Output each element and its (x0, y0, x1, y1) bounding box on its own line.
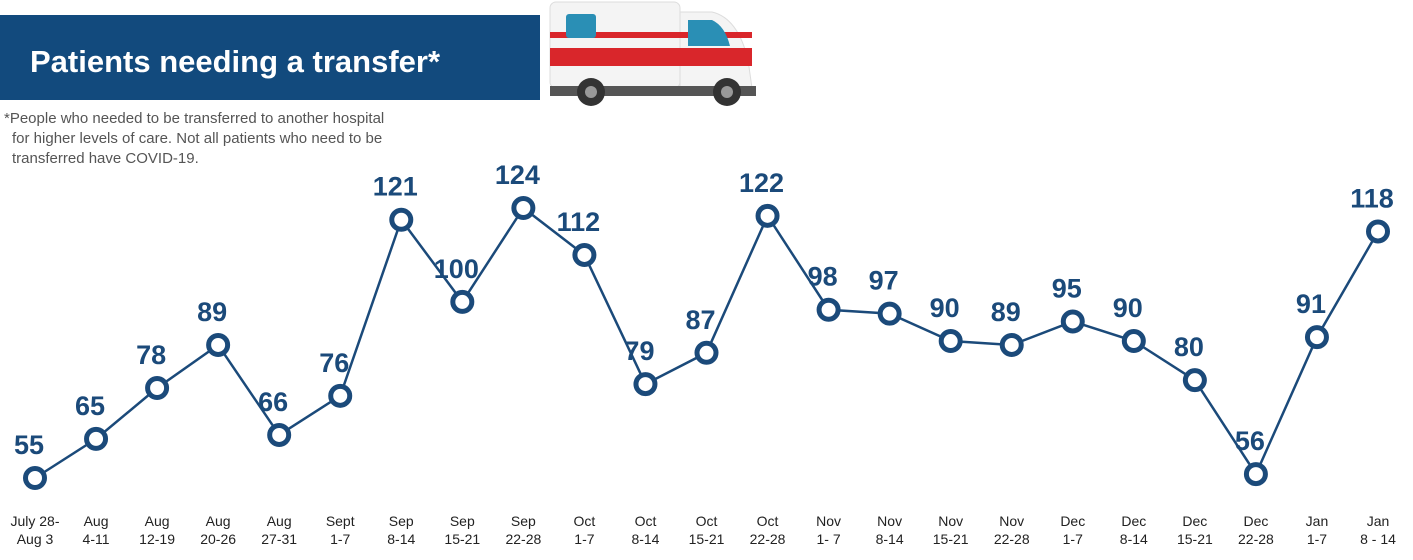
x-tick-label: 12-19 (139, 531, 175, 547)
x-tick-label: 22-28 (1238, 531, 1274, 547)
x-tick-label: Dec (1243, 513, 1268, 529)
x-tick-label: Nov (999, 513, 1024, 529)
data-label: 112 (557, 207, 601, 237)
data-point (1185, 371, 1204, 390)
x-tick-label: Nov (816, 513, 841, 529)
x-tick-label: 8-14 (1120, 531, 1148, 547)
x-tick-label: 22-28 (750, 531, 786, 547)
x-tick-label: 1-7 (330, 531, 350, 547)
data-label: 122 (739, 168, 784, 198)
x-tick-label: 20-26 (200, 531, 236, 547)
x-tick-label: 8-14 (631, 531, 659, 547)
data-label: 89 (197, 297, 227, 327)
chart: Patients needing a transfer* *People who… (0, 0, 1413, 560)
x-tick-label: Sep (511, 513, 536, 529)
x-tick-label: Nov (938, 513, 963, 529)
x-tick-label: Dec (1060, 513, 1085, 529)
x-tick-label: July 28- (10, 513, 59, 529)
subtitle-line: for higher levels of care. Not all patie… (12, 130, 382, 147)
data-point (1124, 332, 1143, 351)
x-tick-label: Oct (757, 513, 779, 529)
data-label: 100 (434, 254, 479, 284)
data-label: 80 (1174, 332, 1204, 362)
data-point (392, 210, 411, 229)
x-tick-label: 15-21 (689, 531, 725, 547)
data-label: 89 (991, 297, 1021, 327)
x-tick-label: Jan (1306, 513, 1329, 529)
data-point (636, 375, 655, 394)
x-tick-label: Oct (635, 513, 657, 529)
subtitle-line: *People who needed to be transferred to … (4, 110, 384, 127)
data-point (331, 386, 350, 405)
chart-title: Patients needing a transfer* (30, 44, 441, 79)
x-tick-label: Aug (145, 513, 170, 529)
x-tick-label: Oct (574, 513, 596, 529)
x-tick-label: 4-11 (83, 531, 110, 547)
data-point (1063, 312, 1082, 331)
x-tick-label: Aug (267, 513, 292, 529)
x-tick-label: Sep (450, 513, 475, 529)
data-label: 95 (1052, 273, 1082, 303)
data-label: 118 (1350, 183, 1394, 213)
x-tick-label: 15-21 (933, 531, 969, 547)
data-label: 66 (258, 387, 288, 417)
data-point (1307, 328, 1326, 347)
data-point (941, 332, 960, 351)
data-label: 90 (930, 293, 960, 323)
data-label: 76 (319, 348, 349, 378)
data-point (1369, 222, 1388, 241)
data-label: 90 (1113, 293, 1143, 323)
x-tick-label: 1- 7 (817, 531, 841, 547)
x-tick-label: 1-7 (1307, 531, 1327, 547)
data-label: 121 (373, 172, 418, 202)
data-point (1246, 465, 1265, 484)
x-tick-label: Oct (696, 513, 718, 529)
data-point (575, 245, 594, 264)
x-tick-label: Sep (389, 513, 414, 529)
x-tick-label: Jan (1367, 513, 1390, 529)
data-label: 78 (136, 340, 166, 370)
subtitle-line: transferred have COVID-19. (12, 150, 199, 167)
subtitle: *People who needed to be transferred to … (4, 110, 384, 167)
x-tick-label: 1-7 (1063, 531, 1083, 547)
data-point (148, 379, 167, 398)
x-tick-label: Aug 3 (17, 531, 54, 547)
data-point (453, 292, 472, 311)
data-point (26, 469, 45, 488)
data-point (697, 343, 716, 362)
x-tick-label: 22-28 (505, 531, 541, 547)
x-tick-label: 27-31 (261, 531, 297, 547)
data-label: 87 (685, 305, 715, 335)
data-label: 65 (75, 391, 105, 421)
x-tick-label: 15-21 (1177, 531, 1213, 547)
ambulance-icon (550, 2, 756, 106)
x-tick-label: Dec (1182, 513, 1207, 529)
data-point (1002, 335, 1021, 354)
data-point (819, 300, 838, 319)
data-point (270, 425, 289, 444)
data-label: 98 (808, 262, 838, 292)
data-label: 79 (624, 336, 654, 366)
data-label: 56 (1235, 426, 1265, 456)
data-label: 55 (14, 430, 44, 460)
x-tick-label: 22-28 (994, 531, 1030, 547)
x-tick-label: 8-14 (876, 531, 904, 547)
x-tick-label: Nov (877, 513, 902, 529)
data-label: 124 (495, 160, 540, 190)
x-tick-label: 8-14 (387, 531, 415, 547)
x-tick-label: Dec (1121, 513, 1146, 529)
data-label: 91 (1296, 289, 1326, 319)
data-point (758, 206, 777, 225)
data-point (87, 429, 106, 448)
data-point (209, 335, 228, 354)
x-tick-label: Aug (84, 513, 109, 529)
data-label: 97 (869, 266, 899, 296)
data-point (880, 304, 899, 323)
x-tick-label: 8 - 14 (1360, 531, 1396, 547)
x-tick-label: Aug (206, 513, 231, 529)
x-tick-label: Sept (326, 513, 355, 529)
x-tick-label: 1-7 (574, 531, 594, 547)
x-tick-label: 15-21 (444, 531, 480, 547)
data-point (514, 199, 533, 218)
